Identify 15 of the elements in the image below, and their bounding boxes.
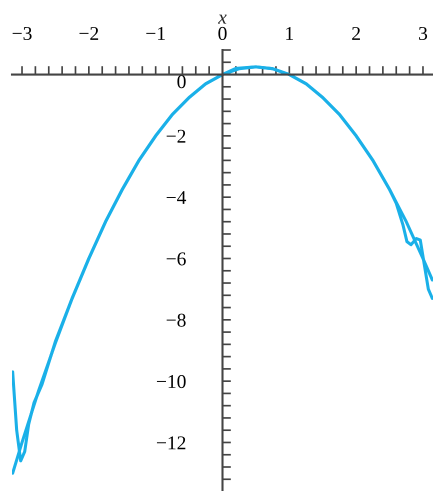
x-tick-label: 0 bbox=[218, 26, 227, 40]
y-tick-label: −8 bbox=[166, 314, 186, 327]
x-tick-label: −1 bbox=[146, 26, 165, 40]
y-tick-label: −12 bbox=[156, 436, 186, 450]
x-tick-label: 3 bbox=[419, 26, 428, 40]
y-tick-label: −6 bbox=[166, 252, 186, 266]
x-tick-label: 2 bbox=[352, 26, 360, 40]
y-tick-label: −2 bbox=[166, 130, 186, 143]
y-tick-label: −4 bbox=[166, 191, 186, 204]
x-tick-label: −2 bbox=[79, 26, 98, 40]
y-tick-label: 0 bbox=[177, 75, 186, 88]
x-axis-title: x bbox=[218, 14, 227, 24]
y-tick-label: −10 bbox=[156, 374, 186, 388]
x-tick-label: −3 bbox=[12, 26, 32, 40]
x-tick-label: 1 bbox=[286, 26, 294, 40]
